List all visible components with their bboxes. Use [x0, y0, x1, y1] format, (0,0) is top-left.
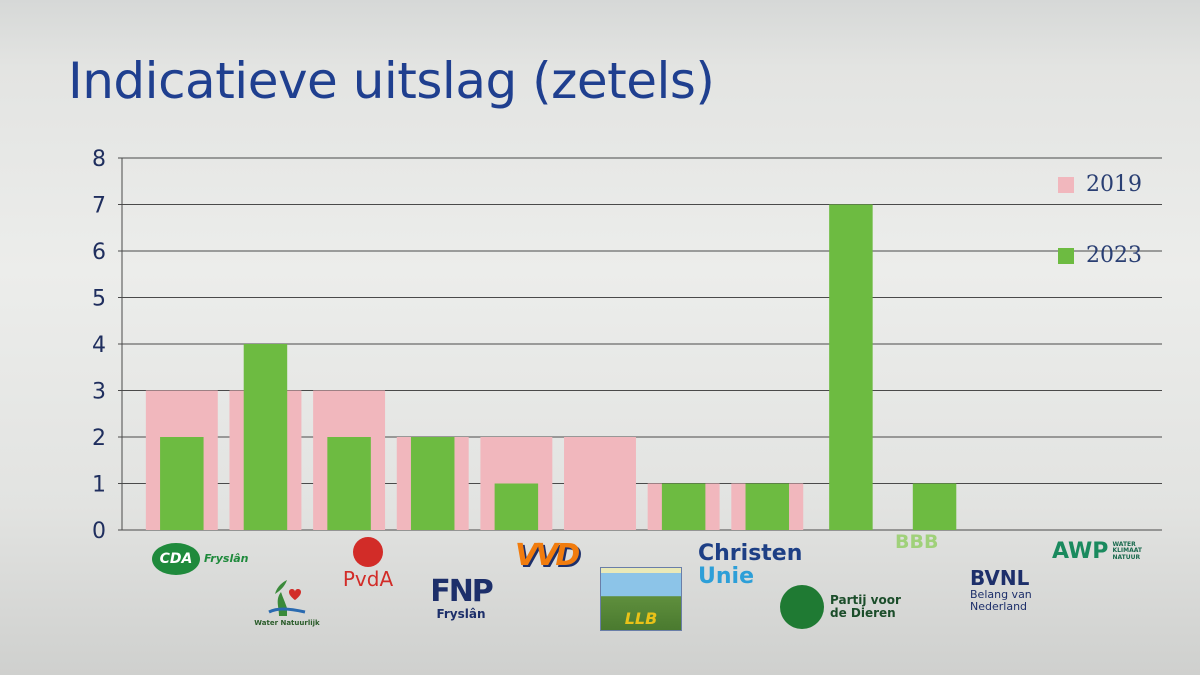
vvd-label: VVD [515, 538, 580, 573]
y-tick-label-5: 5 [92, 287, 106, 312]
llb-label: LLB [624, 609, 658, 629]
vvd-logo: VVD [515, 540, 581, 572]
legend-item-2023: 2023 [1058, 243, 1142, 268]
christenunie-label-1: Christen [698, 541, 803, 566]
legend-item-2019: 2019 [1058, 172, 1142, 197]
y-tick-label-4: 4 [92, 333, 106, 358]
water-natuurlijk-label: Water Natuurlijk [254, 619, 320, 627]
bar-2023-4 [494, 483, 539, 530]
bar-2023-8 [829, 204, 873, 530]
pvdd-label: Partij voor de Dieren [830, 593, 901, 620]
legend-swatch-2023 [1058, 247, 1074, 264]
bar-2023-2 [327, 437, 371, 530]
tree-icon [265, 578, 309, 618]
bar-2023-6 [661, 483, 706, 530]
christenunie-logo: Christen Unie [698, 542, 802, 588]
water-natuurlijk-logo: Water Natuurlijk [252, 578, 322, 627]
cda-logo: CDA Fryslân [152, 543, 248, 575]
fnp-mark: FNP [430, 574, 494, 609]
bar-2023-3 [410, 437, 455, 530]
y-tick-label-2: 2 [92, 426, 106, 451]
legend-label-2019: 2019 [1086, 172, 1142, 197]
y-tick-label-1: 1 [92, 473, 106, 498]
awp-label: AWP [1052, 539, 1109, 564]
llb-banner [601, 568, 681, 574]
y-tick-label-0: 0 [92, 519, 106, 544]
bar-2019-5 [564, 437, 636, 530]
bar-2023-0 [160, 437, 204, 530]
clover-icon [780, 585, 824, 629]
cda-logo-mark: CDA [152, 543, 200, 575]
pvdd-logo: Partij voor de Dieren [780, 585, 908, 629]
pvda-label: PvdA [342, 567, 394, 591]
fnp-label: Fryslân [436, 606, 486, 621]
legend-swatch-2019 [1058, 176, 1074, 193]
christenunie-label-2: Unie [698, 564, 754, 590]
fnp-logo: FNP Fryslân [430, 574, 494, 621]
awp-logo: AWP WATER KLIMAAT NATUUR [1052, 540, 1146, 563]
awp-sub: WATER KLIMAAT NATUUR [1112, 541, 1143, 561]
llb-logo: LLB [600, 567, 682, 631]
bar-2023-7 [745, 483, 790, 530]
bar-2023-1 [243, 344, 288, 530]
bvnl-logo: BVNL Belang van Nederland [970, 568, 1050, 612]
bvnl-label: BVNL [970, 566, 1030, 590]
y-tick-label-7: 7 [92, 194, 106, 219]
cda-logo-sub: Fryslân [204, 552, 249, 566]
pvda-logo: PvdA [333, 537, 403, 590]
y-tick-label-6: 6 [92, 240, 106, 265]
page-title: Indicatieve uitslag (zetels) [68, 52, 715, 110]
y-tick-label-8: 8 [92, 147, 106, 172]
rose-icon [353, 537, 383, 567]
legend-label-2023: 2023 [1086, 243, 1142, 268]
bbb-logo: BBB [895, 531, 939, 553]
y-tick-label-3: 3 [92, 380, 106, 405]
bvnl-sub: Belang van Nederland [970, 588, 1032, 613]
bbb-label: BBB [895, 531, 939, 553]
bar-2023-9 [912, 483, 957, 530]
